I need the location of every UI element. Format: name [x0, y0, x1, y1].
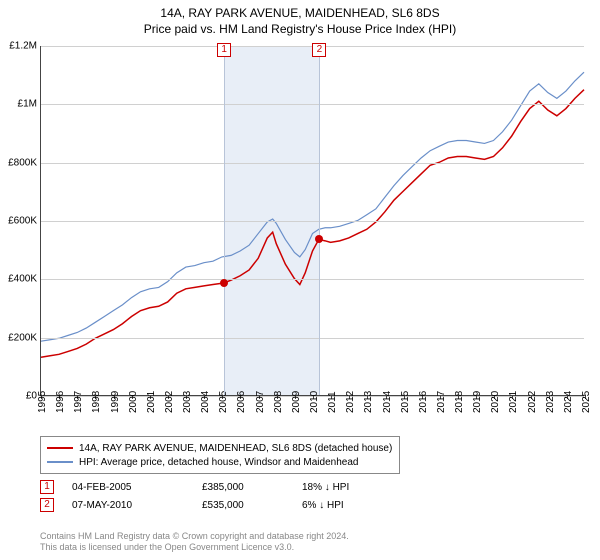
series-line-hpi [41, 72, 584, 341]
transaction-row: 1 04-FEB-2005 £385,000 18% ↓ HPI [40, 478, 392, 496]
arrow-down-icon: ↓ [319, 500, 324, 511]
x-axis-label: 2013 [363, 391, 374, 413]
legend-box: 14A, RAY PARK AVENUE, MAIDENHEAD, SL6 8D… [40, 436, 400, 474]
transaction-row: 2 07-MAY-2010 £535,000 6% ↓ HPI [40, 496, 392, 514]
y-axis-label: £800K [8, 157, 37, 168]
gridline [41, 221, 584, 222]
y-axis-label: £1M [18, 99, 37, 110]
transaction-price: £535,000 [202, 500, 302, 511]
x-axis-label: 2023 [545, 391, 556, 413]
x-axis-label: 2009 [291, 391, 302, 413]
transaction-date: 04-FEB-2005 [72, 482, 202, 493]
y-axis-label: £600K [8, 216, 37, 227]
x-axis-label: 2018 [454, 391, 465, 413]
x-axis-label: 2001 [146, 391, 157, 413]
x-axis-label: 2019 [472, 391, 483, 413]
footer-line1: Contains HM Land Registry data © Crown c… [40, 531, 349, 543]
x-axis-label: 2016 [418, 391, 429, 413]
x-axis-label: 1999 [110, 391, 121, 413]
series-line-property [41, 90, 584, 358]
legend-swatch-hpi [47, 461, 73, 463]
y-axis-label: £200K [8, 332, 37, 343]
chart-plot-area: £0£200K£400K£600K£800K£1M£1.2M1995199619… [40, 46, 584, 396]
transaction-marker: 1 [40, 480, 54, 494]
x-axis-label: 1998 [91, 391, 102, 413]
title-subtitle: Price paid vs. HM Land Registry's House … [0, 22, 600, 36]
x-axis-label: 2008 [273, 391, 284, 413]
y-axis-label: £0 [26, 391, 37, 402]
x-axis-label: 2000 [128, 391, 139, 413]
x-axis-label: 2021 [508, 391, 519, 413]
chart-marker-dot [315, 235, 323, 243]
transaction-price: £385,000 [202, 482, 302, 493]
x-axis-label: 2020 [490, 391, 501, 413]
legend-swatch-property [47, 447, 73, 449]
gridline [41, 279, 584, 280]
x-axis-label: 1996 [55, 391, 66, 413]
x-axis-label: 1995 [37, 391, 48, 413]
x-axis-label: 2011 [327, 391, 338, 413]
footer-attribution: Contains HM Land Registry data © Crown c… [40, 531, 349, 554]
gridline [41, 163, 584, 164]
x-axis-label: 2002 [164, 391, 175, 413]
arrow-down-icon: ↓ [325, 482, 330, 493]
x-axis-label: 2014 [382, 391, 393, 413]
footer-line2: This data is licensed under the Open Gov… [40, 542, 349, 554]
legend-label-hpi: HPI: Average price, detached house, Wind… [79, 457, 358, 468]
x-axis-label: 2017 [436, 391, 447, 413]
x-axis-label: 2024 [563, 391, 574, 413]
shaded-band-border [224, 46, 225, 395]
title-address: 14A, RAY PARK AVENUE, MAIDENHEAD, SL6 8D… [0, 6, 600, 20]
gridline [41, 104, 584, 105]
transaction-delta: 18% ↓ HPI [302, 482, 392, 493]
gridline [41, 338, 584, 339]
chart-marker-label: 1 [217, 43, 231, 57]
x-axis-label: 2003 [182, 391, 193, 413]
x-axis-label: 2022 [527, 391, 538, 413]
x-axis-label: 1997 [73, 391, 84, 413]
transaction-date: 07-MAY-2010 [72, 500, 202, 511]
shaded-band-border [319, 46, 320, 395]
legend-label-property: 14A, RAY PARK AVENUE, MAIDENHEAD, SL6 8D… [79, 443, 392, 454]
legend-row-property: 14A, RAY PARK AVENUE, MAIDENHEAD, SL6 8D… [47, 441, 393, 455]
x-axis-label: 2015 [400, 391, 411, 413]
x-axis-label: 2004 [200, 391, 211, 413]
x-axis-label: 2007 [255, 391, 266, 413]
transactions-table: 1 04-FEB-2005 £385,000 18% ↓ HPI 2 07-MA… [40, 478, 392, 514]
x-axis-label: 2025 [581, 391, 592, 413]
x-axis-label: 2012 [345, 391, 356, 413]
x-axis-label: 2006 [236, 391, 247, 413]
transaction-marker: 2 [40, 498, 54, 512]
y-axis-label: £1.2M [9, 41, 37, 52]
chart-container: 14A, RAY PARK AVENUE, MAIDENHEAD, SL6 8D… [0, 0, 600, 560]
legend-row-hpi: HPI: Average price, detached house, Wind… [47, 455, 393, 469]
x-axis-label: 2010 [309, 391, 320, 413]
chart-marker-dot [220, 279, 228, 287]
transaction-delta: 6% ↓ HPI [302, 500, 392, 511]
chart-marker-label: 2 [312, 43, 326, 57]
y-axis-label: £400K [8, 274, 37, 285]
title-block: 14A, RAY PARK AVENUE, MAIDENHEAD, SL6 8D… [0, 0, 600, 36]
